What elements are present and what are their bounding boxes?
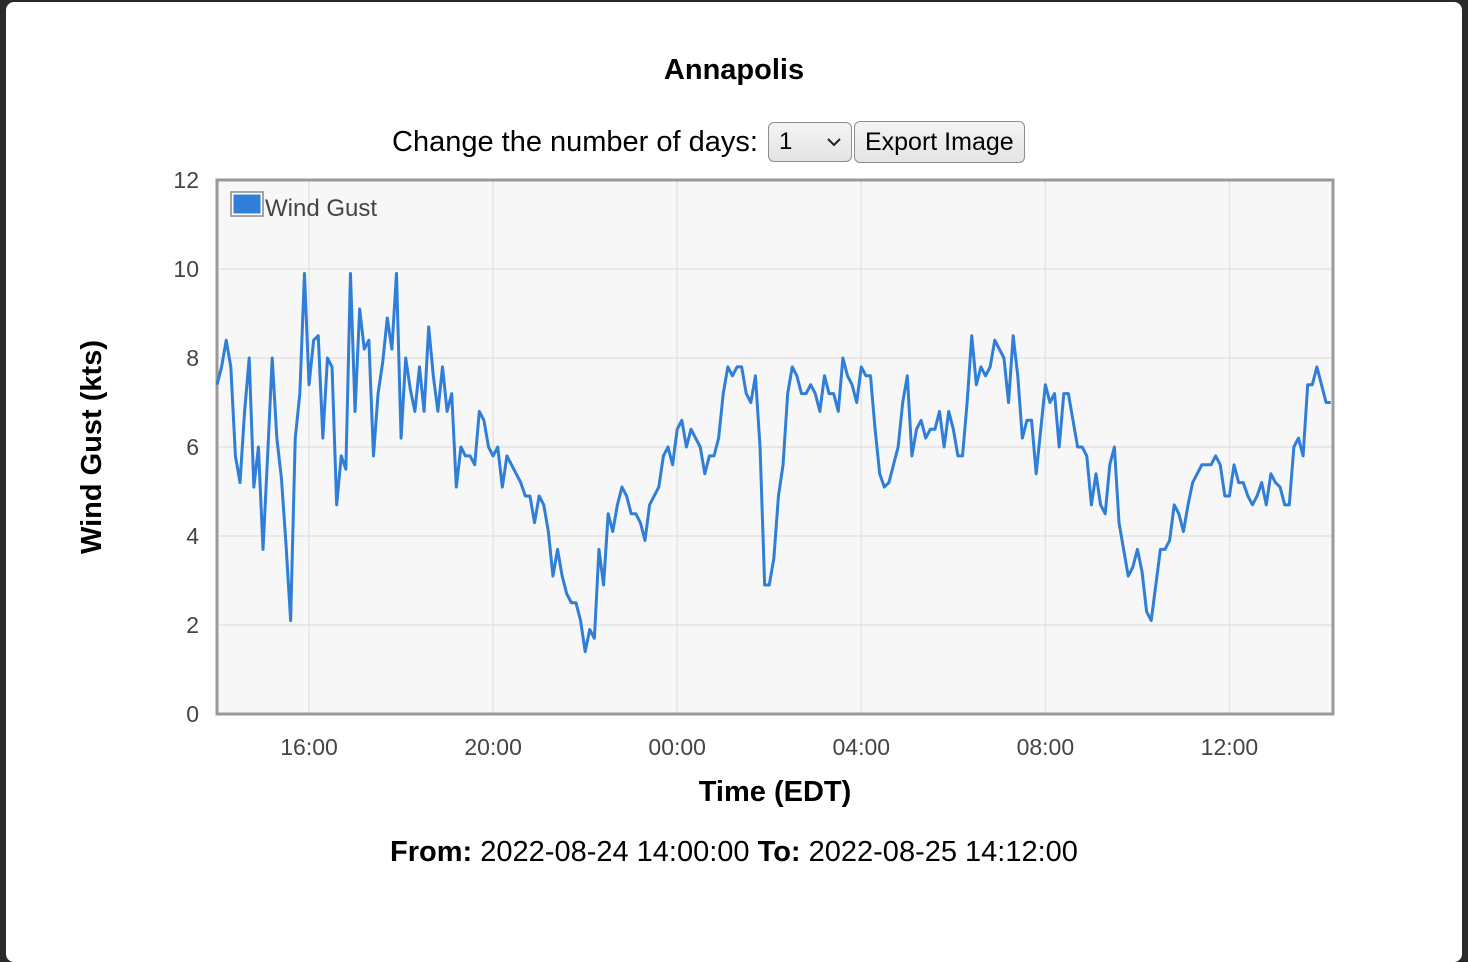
from-value: 2022-08-24 14:00:00 [480,836,750,868]
export-button[interactable]: Export Image [853,121,1025,163]
x-tick-label: 08:00 [1017,734,1075,760]
x-tick-label: 12:00 [1201,734,1259,760]
date-range: From: 2022-08-24 14:00:00 To: 2022-08-25… [0,836,1468,869]
y-tick-label: 4 [186,523,199,549]
y-tick-label: 2 [186,612,199,638]
to-label: To: [757,836,801,868]
legend-label: Wind Gust [265,195,377,222]
y-tick-label: 10 [173,256,199,282]
x-tick-label: 00:00 [648,734,706,760]
days-label: Change the number of days: [392,125,758,158]
chevron [827,138,841,147]
page-title: Annapolis [663,54,805,86]
data-line [215,271,1331,654]
y-tick-label: 8 [186,345,199,371]
chart: 0 2 4 6 8 10 12 16:00 20:00 00:00 04:00 08:00 12:00 T… [76,167,1335,808]
x-tick-label: 04:00 [833,734,891,760]
y-axis-title: Wind Gust (kts) [76,340,108,554]
days-value: 1 [778,128,793,155]
x-tick-label: 16:00 [280,734,338,760]
from-label: From: [390,836,473,868]
days-select[interactable]: 1 [767,122,852,162]
legend-swatch [233,194,261,214]
x-tick-label: 20:00 [464,734,522,760]
y-tick-label: 12 [173,167,199,193]
to-value: 2022-08-25 14:12:00 [808,836,1078,868]
controls: Change the number of days: 1 Export Imag… [392,120,1025,164]
y-tick-label: 0 [186,701,199,727]
y-tick-label: 6 [186,434,199,460]
x-axis-title: Time (EDT) [699,776,852,808]
plot-border [215,178,1335,716]
